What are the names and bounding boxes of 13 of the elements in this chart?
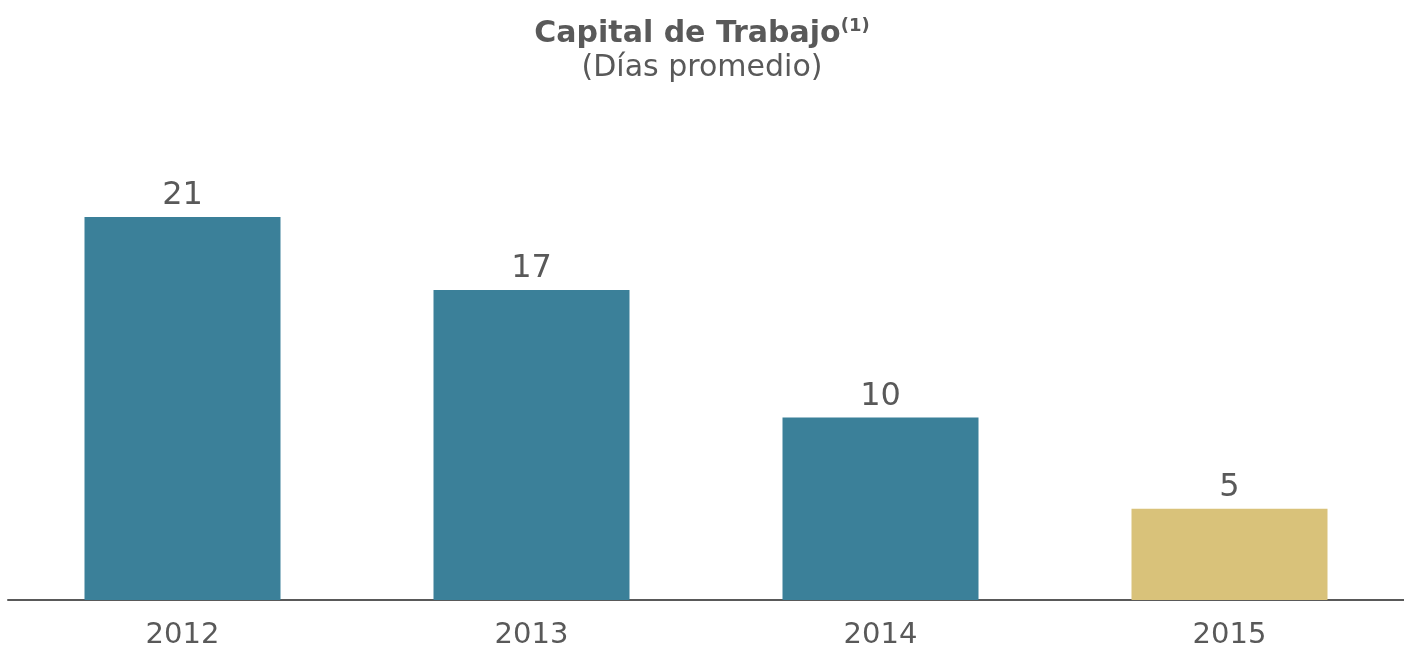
bar <box>782 417 979 600</box>
data-label: 21 <box>162 174 203 212</box>
data-label: 5 <box>1219 465 1240 504</box>
bar <box>433 289 630 600</box>
bar <box>1131 508 1328 600</box>
bar <box>84 217 281 600</box>
data-label: 17 <box>511 246 552 285</box>
data-label: 10 <box>860 374 901 413</box>
x-tick-label: 2015 <box>1192 615 1267 650</box>
chart-subtitle: (Días promedio) <box>581 47 823 83</box>
x-tick-label: 2012 <box>145 615 220 650</box>
x-tick-label: 2013 <box>494 615 569 650</box>
x-tick-label: 2014 <box>843 615 918 650</box>
